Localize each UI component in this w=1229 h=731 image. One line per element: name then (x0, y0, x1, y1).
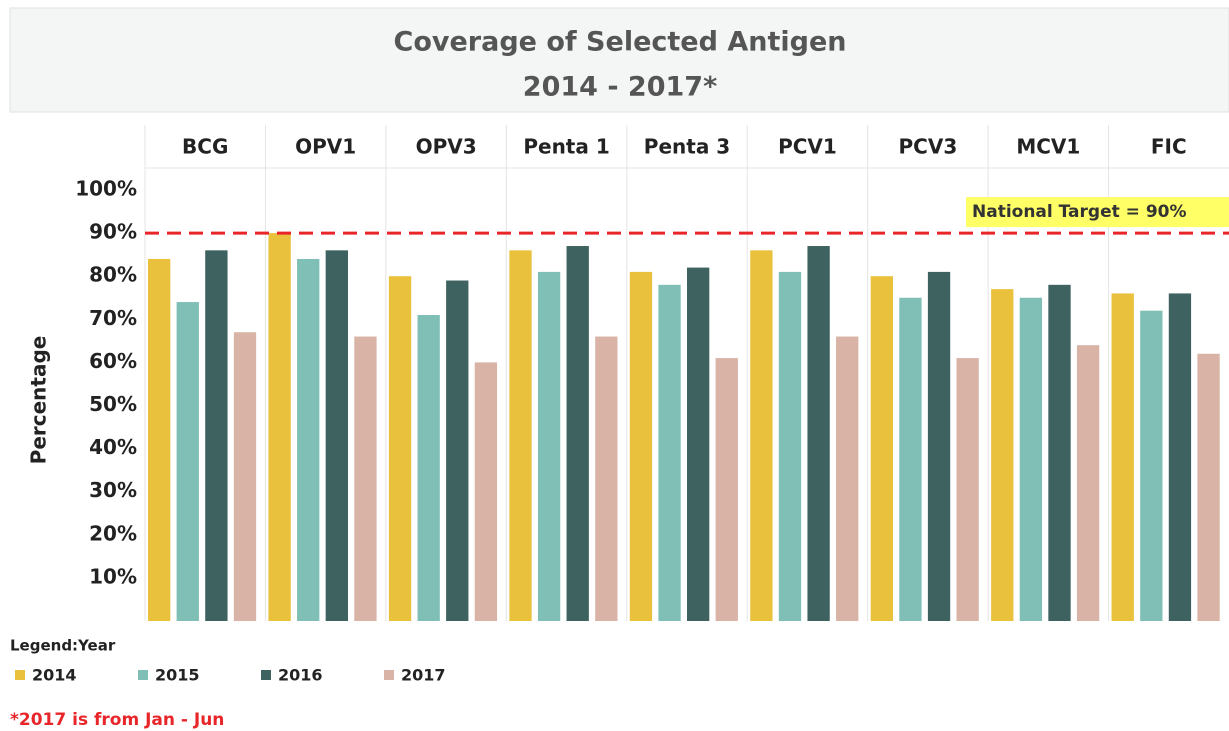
bar (1111, 293, 1134, 621)
bar (1168, 293, 1192, 621)
category-label: PCV3 (899, 135, 958, 159)
legend-title: Legend:Year (10, 637, 116, 655)
bar (566, 246, 589, 621)
legend-swatch (138, 670, 148, 680)
legend-label: 2014 (32, 666, 77, 685)
bar (807, 246, 830, 621)
legend-label: 2017 (401, 666, 446, 685)
category-label: Penta 1 (523, 135, 609, 159)
category-label: MCV1 (1016, 135, 1080, 159)
bar (474, 362, 498, 621)
bar (687, 267, 710, 621)
y-tick-label: 80% (89, 263, 137, 287)
chart-subtitle: 2014 - 2017* (523, 72, 717, 103)
y-tick-label: 100% (75, 177, 137, 201)
bar (1076, 345, 1100, 621)
bar (778, 271, 802, 621)
bar (750, 250, 773, 621)
bar (629, 271, 653, 621)
bar (715, 358, 738, 621)
bar (417, 314, 440, 621)
bar (446, 280, 469, 621)
bar (148, 258, 171, 621)
bar (297, 258, 320, 621)
y-tick-label: 20% (89, 521, 137, 545)
legend-swatch (384, 670, 394, 680)
category-label: BCG (182, 135, 228, 159)
legend-swatch (261, 670, 271, 680)
y-tick-label: 90% (89, 220, 137, 244)
bar (658, 284, 681, 621)
bar (927, 271, 951, 621)
category-label: PCV1 (778, 135, 837, 159)
y-tick-label: 40% (89, 435, 137, 459)
y-tick-label: 30% (89, 478, 137, 502)
bar (388, 276, 412, 621)
bar (233, 332, 257, 621)
y-tick-label: 10% (89, 564, 137, 588)
y-tick-label: 70% (89, 306, 137, 330)
y-axis-label: Percentage (27, 336, 51, 465)
bar (509, 250, 532, 621)
category-label: OPV3 (416, 135, 477, 159)
bar (870, 276, 893, 621)
target-label: National Target = 90% (972, 202, 1187, 222)
bar (899, 297, 922, 621)
category-label: FIC (1151, 135, 1187, 159)
bar (176, 302, 199, 621)
legend-swatch (15, 670, 25, 680)
bar (325, 250, 348, 621)
category-label: OPV1 (295, 135, 356, 159)
bar (595, 336, 618, 621)
chart-title: Coverage of Selected Antigen (394, 27, 847, 58)
y-tick-label: 50% (89, 392, 137, 416)
bar (268, 233, 291, 621)
footnote: *2017 is from Jan - Jun (10, 710, 224, 730)
bar (991, 289, 1014, 621)
bar (1019, 297, 1043, 621)
legend-label: 2015 (155, 666, 200, 685)
title-box (9, 7, 1229, 113)
bar (956, 358, 979, 621)
bar (1197, 353, 1220, 621)
bar (537, 271, 561, 621)
category-label: Penta 3 (644, 135, 730, 159)
bar (1048, 284, 1071, 621)
bar (205, 250, 228, 621)
target-label-box (966, 197, 1229, 228)
bar (836, 336, 859, 621)
y-tick-label: 60% (89, 349, 137, 373)
bar (1140, 310, 1163, 621)
legend-label: 2016 (278, 666, 323, 685)
bar (354, 336, 377, 621)
